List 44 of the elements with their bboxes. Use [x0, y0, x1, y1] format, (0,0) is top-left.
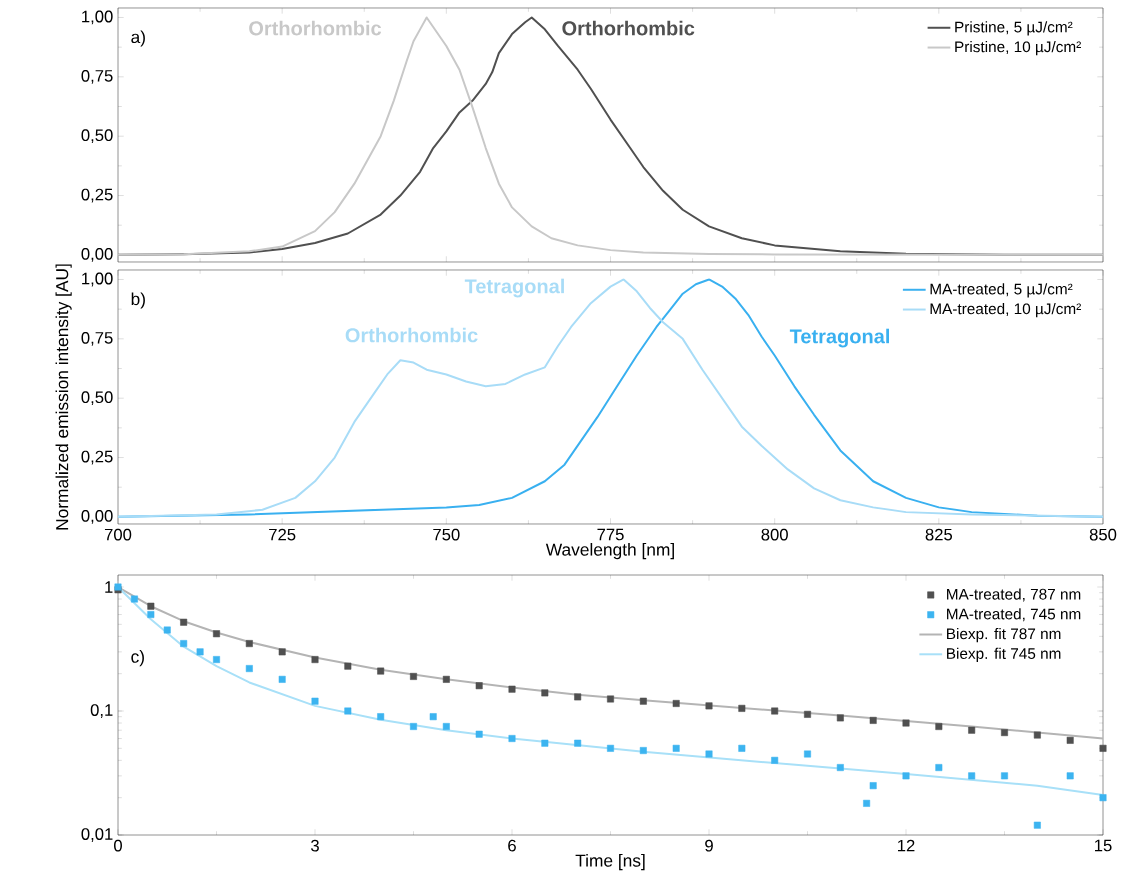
x-tick-label: 750	[433, 528, 460, 541]
legend-label: MA-treated, 745 nm	[947, 608, 1081, 622]
y-tick-label: 0,75	[81, 331, 113, 346]
y-tick-label: 1	[105, 581, 113, 593]
annotation: Tetragonal	[789, 328, 889, 348]
x-tick-label: 775	[597, 528, 624, 541]
y-tick-label: 0,1	[90, 704, 113, 718]
x-tick-label: 725	[269, 528, 296, 541]
x-tick-label: 700	[104, 528, 132, 541]
y-tick-label: 1,00	[82, 272, 113, 287]
legend-label: Biexp. fit 745 nm	[947, 647, 1061, 663]
x-tick-label: 825	[925, 528, 953, 541]
annotation: Orthorhombic	[345, 327, 478, 343]
legend-label: Pristine, 5 µJ/cm²	[955, 21, 1073, 36]
legend-label: Pristine, 10 µJ/cm²	[955, 41, 1081, 56]
x-tick-label: 0	[114, 839, 122, 852]
x-tick-label: 6	[508, 839, 516, 852]
y-tick-label: 0,00	[81, 248, 113, 262]
annotation: b)	[131, 292, 145, 309]
annotation: a)	[131, 30, 145, 47]
legend-label: MA-treated, 787 nm	[947, 588, 1081, 602]
annotation: Orthorhombic	[562, 20, 695, 36]
y-tick-label: 0,50	[81, 391, 113, 406]
y-tick-label: 0,50	[81, 129, 113, 144]
annotation: Tetragonal	[464, 278, 564, 298]
legend-label: Biexp. fit 787 nm	[947, 627, 1061, 643]
y-tick-label: 0,25	[81, 450, 113, 465]
y-tick-label: 1,00	[82, 10, 113, 25]
annotation: c)	[131, 650, 144, 667]
x-tick-label: 850	[1089, 528, 1117, 541]
y-axis-title: Normalized emission intensity [AU]	[55, 264, 72, 530]
y-tick-label: 0,75	[81, 69, 113, 84]
y-tick-label: 0,25	[81, 188, 113, 203]
x-tick-label: 3	[311, 839, 319, 852]
x-axis-title: Time [ns]	[575, 853, 645, 871]
legend-label: MA-treated, 5 µJ/cm²	[930, 283, 1073, 298]
x-tick-label: 15	[1095, 839, 1112, 852]
y-tick-label: 0,01	[81, 828, 113, 842]
x-tick-label: 9	[705, 839, 713, 852]
x-tick-label: 12	[898, 839, 915, 852]
x-axis-title: Wavelength [nm]	[545, 542, 674, 560]
x-tick-label: 800	[761, 528, 788, 541]
y-tick-label: 0,00	[81, 510, 113, 524]
legend-label: MA-treated, 10 µJ/cm²	[930, 303, 1081, 318]
